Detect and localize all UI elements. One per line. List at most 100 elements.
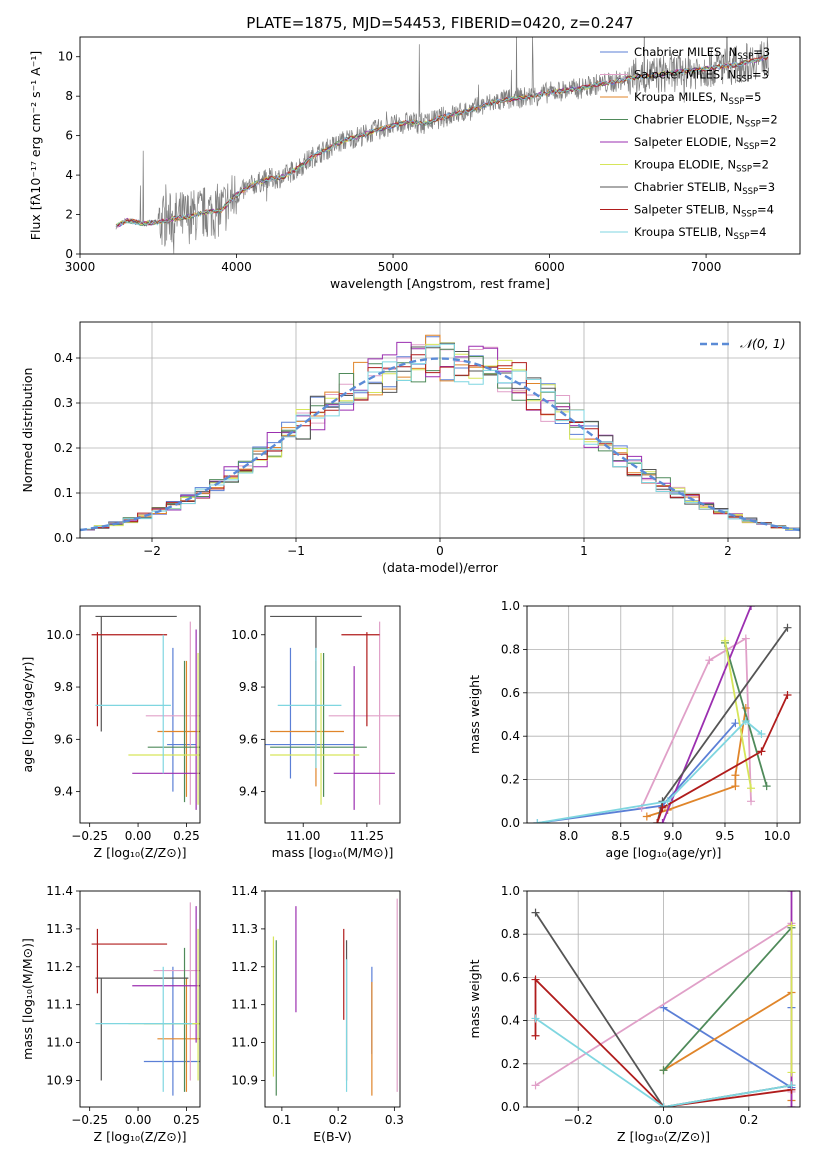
axes-frame (79, 890, 201, 1108)
panel-age-vs-mass: 11.00 11.25 9.4 9.6 9.8 10.0 mass [log₁₀(M/M⊙)… (231, 605, 401, 860)
weight-marker (663, 797, 672, 806)
y-tick-label: 11.1 (231, 998, 258, 1012)
y-tick-label: 9.4 (54, 785, 73, 799)
weight-marker (747, 784, 756, 793)
histogram-salpeter-stelib (80, 354, 800, 530)
normal-reference-curve (80, 357, 800, 532)
x-tick-label: 6000 (534, 260, 565, 274)
y-tick-label: 4 (65, 168, 73, 182)
weight-marker (653, 819, 662, 823)
y-tick-label: 11.1 (46, 998, 73, 1012)
plot-area (80, 334, 800, 532)
y-tick-label: 0.6 (501, 686, 520, 700)
y-tick-label: 10.0 (46, 628, 73, 642)
x-tick-label: 0.00 (125, 829, 152, 843)
legend-entry: Salpeter STELIB, NSSP=4 (634, 203, 774, 220)
weight-marker (659, 1103, 668, 1107)
weight-line (661, 606, 752, 823)
x-tick-label: 0.2 (329, 1113, 348, 1127)
weight-line (724, 640, 752, 789)
panel-spectrum: 3000 4000 5000 6000 7000 0 2 4 6 8 10 wavelength [A… (28, 36, 801, 291)
weight-marker (533, 819, 542, 823)
legend-entry: Salpeter MILES, NSSP=3 (634, 68, 769, 85)
y-tick-label: 9.4 (239, 785, 258, 799)
weight-marker (747, 797, 756, 806)
axes-frame (264, 890, 401, 1108)
y-tick-label: 0.0 (501, 816, 520, 830)
plot-area (533, 606, 792, 823)
x-tick-label: 1 (580, 544, 588, 558)
weight-marker (757, 730, 766, 739)
x-axis-label: E(B-V) (313, 1129, 352, 1144)
weight-marker (787, 1103, 796, 1107)
y-tick-label: 9.6 (239, 732, 258, 746)
weight-marker (787, 891, 796, 895)
legend-entry: Chabrier STELIB, NSSP=3 (634, 180, 775, 197)
y-axis-label: Normed distribution (20, 368, 35, 493)
legend-entry: Chabrier MILES, NSSP=3 (634, 45, 770, 62)
y-axis-label: mass weight (467, 959, 482, 1038)
weight-marker (531, 1081, 540, 1090)
x-tick-label: −2 (143, 544, 161, 558)
axes-frame (526, 605, 801, 824)
x-tick-label: 0 (436, 544, 444, 558)
y-tick-label: 0 (65, 247, 73, 261)
weight-marker (720, 636, 729, 645)
model-line-kroupa-stelib (115, 55, 769, 227)
weight-marker (731, 782, 740, 791)
panel-mass-vs-Z: −0.25 0.00 0.25 10.9 11.0 11.1 11.2 11.3 11.4 Z [… (20, 884, 201, 1144)
legend-entry: Salpeter ELODIE, NSSP=2 (634, 135, 777, 152)
x-axis-label: (data-model)/error (382, 560, 499, 575)
y-tick-label: 11.4 (231, 884, 258, 898)
x-tick-label: 11.25 (350, 829, 384, 843)
legend-entry: 𝒩(0, 1) (740, 336, 786, 351)
y-tick-label: 9.8 (54, 680, 73, 694)
weight-marker (787, 1081, 796, 1090)
y-tick-label: 6 (65, 129, 73, 143)
legend-entry: Chabrier ELODIE, NSSP=2 (634, 113, 778, 130)
y-tick-label: 10.9 (231, 1073, 258, 1087)
y-tick-label: 0.4 (54, 351, 73, 365)
weight-marker (762, 782, 771, 791)
y-tick-label: 11.2 (231, 960, 258, 974)
axes-frame (79, 321, 801, 539)
plot-area (91, 615, 200, 810)
y-tick-label: 0.4 (501, 729, 520, 743)
legend-entry: Kroupa MILES, NSSP=5 (634, 90, 761, 107)
y-tick-label: 0.2 (501, 773, 520, 787)
axes-frame (79, 36, 801, 255)
weight-marker (531, 908, 540, 917)
y-tick-label: 11.3 (231, 922, 258, 936)
weight-line (663, 990, 793, 1101)
weight-marker (741, 717, 750, 726)
weight-marker (642, 812, 651, 821)
y-tick-label: 2 (65, 208, 73, 222)
x-axis-label: Z [log₁₀(Z/Z⊙)] (94, 1129, 187, 1144)
weight-line (534, 1017, 792, 1107)
x-axis-label: mass [log₁₀(M/M⊙)] (272, 845, 394, 860)
weight-marker (658, 803, 667, 812)
y-tick-label: 0.3 (54, 396, 73, 410)
y-tick-label: 11.2 (46, 960, 73, 974)
weight-line (656, 627, 789, 823)
plot-area (115, 37, 770, 254)
y-tick-label: 0.0 (501, 1100, 520, 1114)
weight-line (534, 977, 792, 1107)
y-tick-label: 0.6 (501, 970, 520, 984)
x-axis-label: Z [log₁₀(Z/Z⊙)] (617, 1129, 710, 1144)
y-tick-label: 8 (65, 89, 73, 103)
figure-title: PLATE=1875, MJD=54453, FIBERID=0420, z=0… (246, 14, 633, 32)
model-line-salpeter-stelib (115, 56, 769, 227)
y-axis-label: age [log₁₀(age/yr)] (20, 657, 35, 773)
x-tick-label: 9.0 (663, 829, 682, 843)
weight-marker (787, 1068, 796, 1077)
y-tick-label: 0.0 (54, 531, 73, 545)
x-tick-label: −0.25 (71, 1113, 108, 1127)
x-tick-label: 0.1 (272, 1113, 291, 1127)
x-tick-label: −0.25 (71, 829, 108, 843)
weight-marker (531, 1031, 540, 1040)
weight-marker (747, 606, 756, 610)
weight-marker (731, 771, 740, 780)
x-tick-label: 11.00 (286, 829, 320, 843)
weight-marker (531, 1014, 540, 1023)
